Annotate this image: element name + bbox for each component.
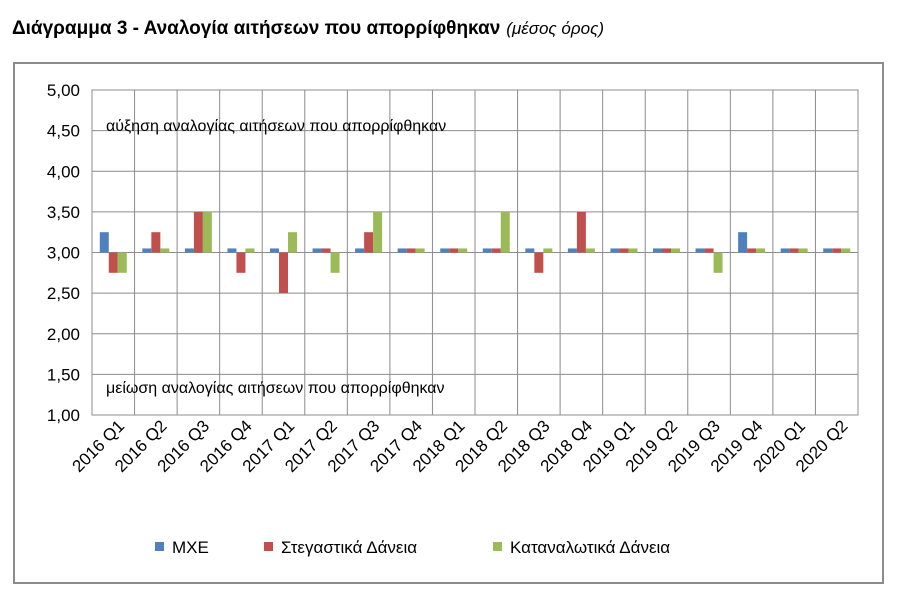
chart-subtitle: (μέσος όρος) [506,19,604,38]
bar [142,248,152,253]
bar [738,232,748,253]
bar [202,211,212,253]
bar [628,248,638,253]
legend-label: ΜΧΕ [172,538,209,557]
bar [406,248,416,253]
bar [756,248,766,253]
y-tick-label: 4,50 [47,122,80,141]
y-tick-label: 5,00 [47,81,80,100]
bar [662,248,671,253]
chart-title-main: Διάγραμμα 3 - Αναλογία αιτήσεων που απορ… [12,18,501,39]
y-tick-label: 3,00 [47,244,80,263]
bar [747,248,757,253]
y-tick-label: 2,50 [47,284,80,303]
bar [832,248,842,253]
y-tick-label: 3,50 [47,203,80,222]
legend-swatch [264,542,273,551]
legend-swatch [155,542,164,551]
bar [270,248,279,253]
bar [619,248,629,253]
bar [108,252,118,273]
bar [227,248,237,253]
bar [117,252,127,273]
annotation-decrease: μείωση αναλογίας αιτήσεων που απορρίφθηκ… [106,380,445,397]
bar [823,248,833,253]
bar [653,248,662,253]
bar [415,248,425,253]
bar [355,248,365,253]
bar [364,232,374,253]
bar [184,248,194,253]
y-tick-label: 1,50 [47,365,80,384]
bar [841,248,851,253]
bar [245,248,255,253]
bar [610,248,620,253]
bar [704,248,714,253]
bar [193,211,203,253]
bar [99,232,109,253]
bar [585,248,595,253]
bar [671,248,680,253]
bar [151,232,161,253]
chart-title: Διάγραμμα 3 - Αναλογία αιτήσεων που απορ… [12,18,604,40]
bar [780,248,790,253]
bar [789,248,799,253]
bar [525,248,535,253]
bar [458,248,468,253]
bar [534,252,544,273]
y-tick-label: 1,00 [47,406,80,425]
legend-label: Στεγαστικά Δάνεια [281,538,417,557]
bar [482,248,492,253]
legend-label: Καταναλωτικά Δάνεια [510,538,670,557]
bar [695,248,705,253]
bar [543,248,553,253]
bar [449,248,459,253]
bar [236,252,246,273]
chart-frame [13,62,884,584]
bar [279,252,288,294]
y-tick-label: 2,00 [47,325,80,344]
bar [373,211,383,253]
y-tick-label: 4,00 [47,162,80,181]
bar [312,248,322,253]
annotation-increase: αύξηση αναλογίας αιτήσεων που απορρίφθηκ… [106,118,446,135]
bar [288,232,297,253]
bar [321,248,331,253]
bar [160,248,170,253]
bar [713,252,723,273]
bar [397,248,407,253]
bar [576,211,586,253]
bar [330,252,340,273]
bar [798,248,808,253]
bar [440,248,450,253]
bar [491,248,501,253]
legend-swatch [493,542,502,551]
bar [500,211,510,253]
bar [567,248,577,253]
